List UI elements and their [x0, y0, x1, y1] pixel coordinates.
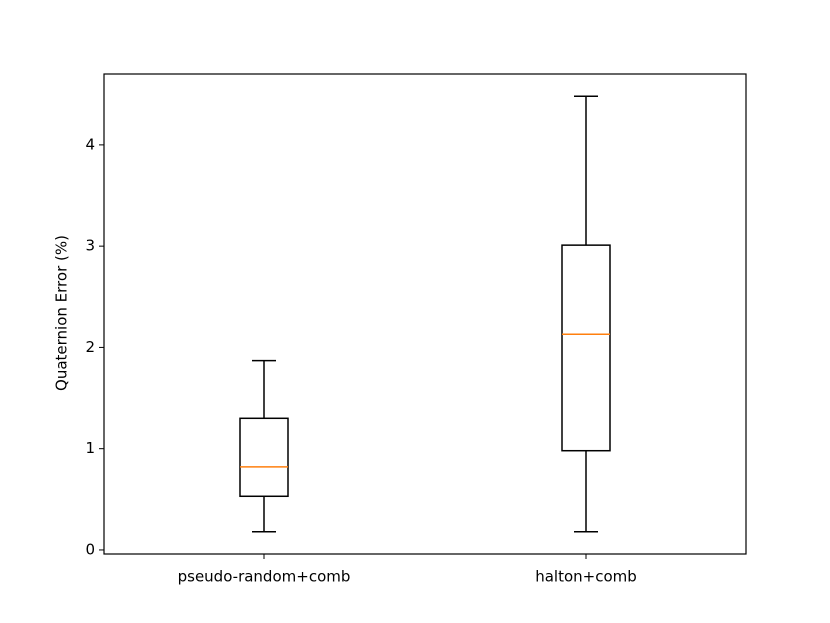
y-tick-label: 1 [85, 439, 95, 457]
x-tick-label: halton+comb [535, 568, 637, 586]
y-tick-label: 2 [85, 338, 95, 356]
plot-frame [103, 73, 747, 555]
x-tick-label: pseudo-random+comb [178, 568, 351, 586]
y-tick-label: 4 [85, 135, 95, 153]
box [239, 417, 289, 498]
y-axis-label: Quaternion Error (%) [53, 235, 71, 391]
box [561, 244, 611, 452]
y-tick-label: 0 [85, 540, 95, 558]
y-tick-label: 3 [85, 237, 95, 255]
